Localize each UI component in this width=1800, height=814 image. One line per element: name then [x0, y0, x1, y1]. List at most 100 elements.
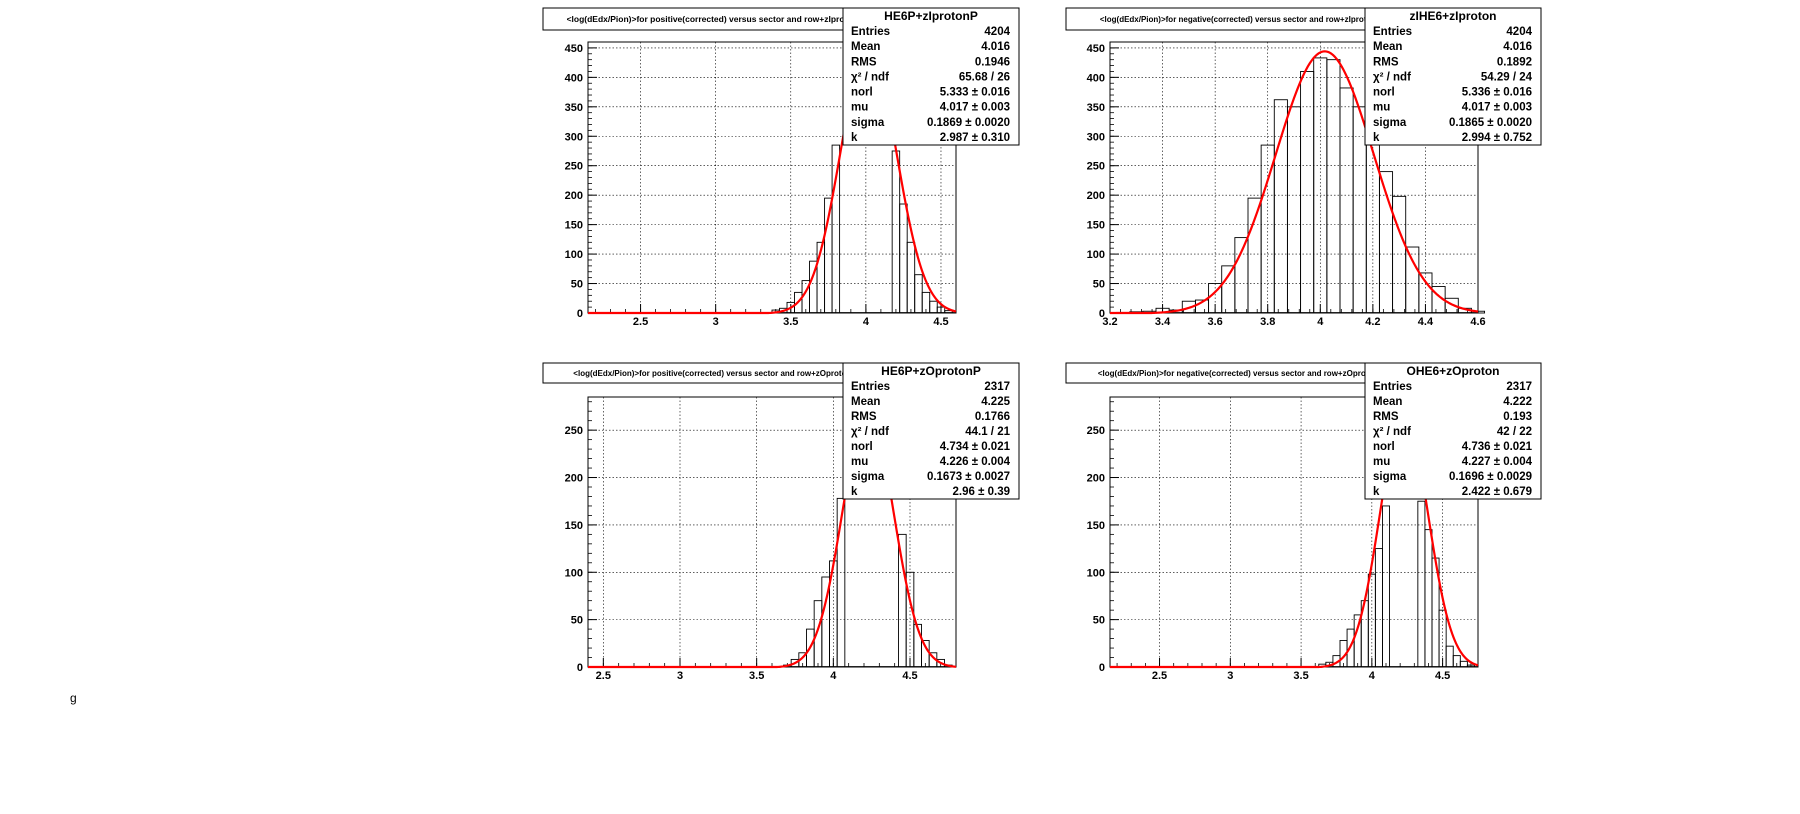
histogram-name: zIHE6+zIproton	[1409, 9, 1496, 23]
histogram-name: OHE6+zOproton	[1406, 364, 1499, 378]
y-tick-label: 0	[577, 662, 583, 674]
y-tick-label: 200	[565, 190, 583, 202]
histogram-bin	[936, 658, 945, 668]
stats-label: RMS	[1373, 56, 1399, 68]
y-tick-label: 200	[1087, 190, 1105, 202]
histogram-panel-1: 2.5 3 3.5 4 4.5 0 50 100 150 200 250 300 350 400 450 <l…	[542, 7, 1020, 328]
y-tick-label: 150	[1087, 220, 1105, 232]
x-tick-label: 2.5	[1152, 670, 1167, 682]
y-tick-label: 0	[1099, 662, 1105, 674]
stats-value: 5.336 ± 0.016	[1462, 87, 1532, 99]
stats-label: Entries	[1373, 381, 1412, 393]
stats-label: RMS	[851, 411, 877, 423]
stats-label: sigma	[1373, 117, 1407, 129]
stats-label: sigma	[851, 117, 885, 129]
stats-label: RMS	[851, 56, 877, 68]
stats-value: 0.1696 ± 0.0029	[1449, 471, 1532, 483]
y-tick-label: 250	[1087, 161, 1105, 173]
stats-value: 4.017 ± 0.003	[940, 102, 1010, 114]
stats-value: 4.736 ± 0.021	[1462, 441, 1533, 453]
x-tick-label: 3	[713, 316, 719, 328]
y-tick-label: 0	[1099, 308, 1105, 320]
histogram-name: HE6P+zOprotonP	[881, 364, 981, 378]
stats-label: norl	[1373, 87, 1395, 99]
stats-label: RMS	[1373, 411, 1399, 423]
stats-label: Mean	[851, 396, 880, 408]
stats-value: 54.29 / 24	[1481, 71, 1533, 83]
x-tick-label: 4.5	[902, 670, 917, 682]
x-tick-label: 2.5	[633, 316, 648, 328]
stats-value: 4.222	[1503, 396, 1532, 408]
histogram-bin	[1438, 609, 1447, 668]
fit-curve	[588, 410, 957, 669]
stats-label: mu	[851, 102, 868, 114]
stats-box	[1364, 362, 1542, 500]
chart-title: <log(dEdx/Pion)>for positive(corrected) …	[573, 369, 857, 378]
x-tick-label: 2.5	[596, 670, 611, 682]
x-tick-label: 3.4	[1155, 316, 1171, 328]
y-tick-label: 300	[565, 131, 583, 143]
fit-curve	[1110, 50, 1479, 315]
stats-label: Mean	[851, 41, 880, 53]
stats-label: mu	[851, 456, 868, 468]
histogram-bin	[1466, 664, 1475, 668]
stats-value: 44.1 / 21	[965, 426, 1010, 438]
x-tick-label: 4	[1317, 316, 1324, 328]
y-tick-label: 50	[571, 615, 583, 627]
x-tick-label: 4.2	[1365, 316, 1380, 328]
stats-label: k	[851, 132, 858, 144]
x-tick-label: 3	[1227, 670, 1233, 682]
histogram-panel-2: 3.2 3.4 3.6 3.8 4 4.2 4.4 4.6 0 50 100 150 200 250 300…	[1065, 7, 1542, 328]
stats-value: 65.68 / 26	[959, 71, 1010, 83]
stats-label: k	[851, 486, 858, 498]
x-tick-label: 3.6	[1207, 316, 1222, 328]
y-tick-label: 100	[565, 249, 583, 261]
stats-value: 4204	[984, 26, 1010, 38]
y-tick-label: 100	[565, 567, 583, 579]
stats-label: sigma	[1373, 471, 1407, 483]
stats-label: Entries	[851, 26, 890, 38]
stats-value: 4.016	[981, 41, 1010, 53]
x-tick-label: 3.5	[783, 316, 798, 328]
x-tick-label: 3	[677, 670, 683, 682]
chart-title: <log(dEdx/Pion)>for positive(corrected) …	[567, 14, 864, 24]
histogram-bin	[836, 497, 846, 668]
histogram-panel-3: 2.5 3 3.5 4 4.5 0 50 100 150 200 250 <log(dEdx/Pion…	[542, 362, 1020, 682]
x-tick-label: 4.5	[933, 316, 948, 328]
y-tick-label: 50	[571, 279, 583, 291]
stats-value: 4204	[1506, 26, 1532, 38]
stats-value: 0.1673 ± 0.0027	[927, 471, 1010, 483]
y-tick-label: 150	[1087, 520, 1105, 532]
plot-frame	[587, 396, 957, 668]
stats-value: 2317	[1506, 381, 1532, 393]
x-tick-label: 4	[1369, 670, 1376, 682]
histogram-bin	[936, 306, 946, 314]
y-tick-label: 150	[565, 520, 583, 532]
y-tick-label: 100	[1087, 249, 1105, 261]
x-tick-label: 4	[863, 316, 870, 328]
stats-value: 0.1946	[975, 56, 1010, 68]
y-tick-label: 200	[1087, 473, 1105, 485]
stats-label: Entries	[1373, 26, 1412, 38]
histogram-bin	[944, 310, 953, 314]
y-tick-label: 0	[577, 308, 583, 320]
stats-value: 2.987 ± 0.310	[940, 132, 1010, 144]
histogram-bin	[1444, 297, 1459, 314]
stats-value: 4.225	[981, 396, 1010, 408]
stats-value: 2.422 ± 0.679	[1462, 486, 1532, 498]
x-tick-label: 4.5	[1435, 670, 1450, 682]
x-tick-label: 4.4	[1418, 316, 1434, 328]
stats-label: Entries	[851, 381, 890, 393]
stats-value: 2317	[984, 381, 1010, 393]
y-tick-label: 250	[565, 161, 583, 173]
stats-value: 0.1865 ± 0.0020	[1449, 117, 1532, 129]
stats-value: 0.1869 ± 0.0020	[927, 117, 1010, 129]
stats-label: norl	[851, 441, 873, 453]
stats-box	[1364, 7, 1542, 146]
stats-value: 42 / 22	[1497, 426, 1532, 438]
stats-label: k	[1373, 486, 1380, 498]
stats-value: 4.227 ± 0.004	[1462, 456, 1533, 468]
stats-label: χ² / ndf	[851, 426, 889, 438]
stats-label: norl	[851, 87, 873, 99]
